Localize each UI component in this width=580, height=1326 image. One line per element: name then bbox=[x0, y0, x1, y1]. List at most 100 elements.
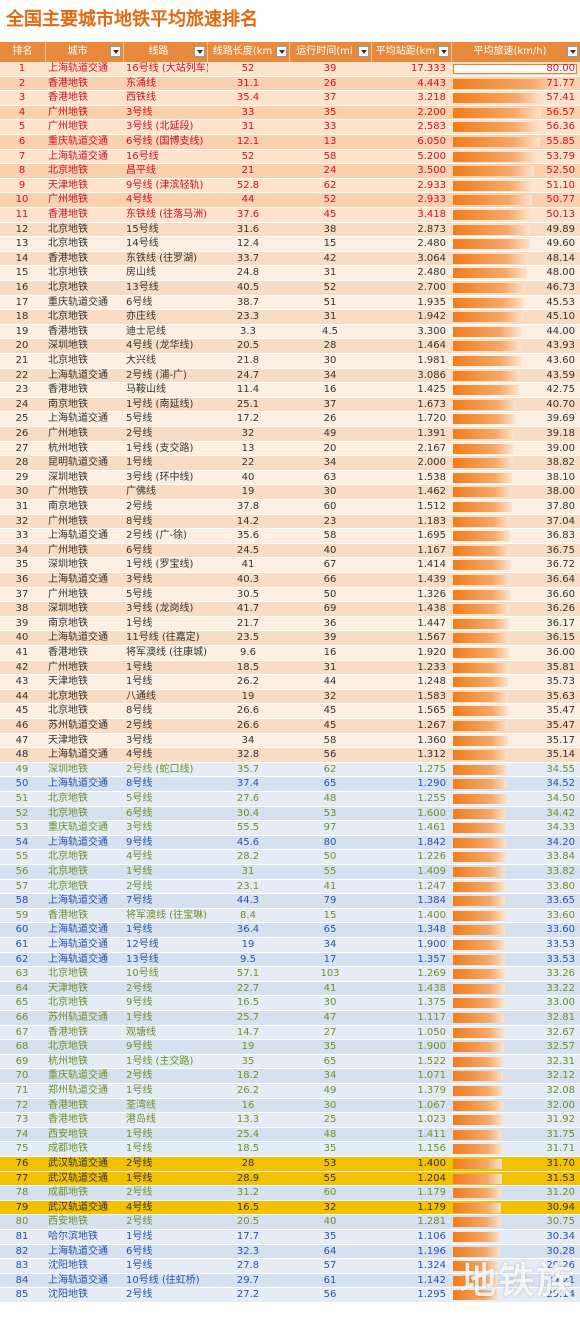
speed-cell: 34.55 bbox=[452, 763, 578, 777]
speed-cell: 52.50 bbox=[452, 164, 578, 178]
rank-cell: 15 bbox=[15, 267, 29, 279]
distance-cell: 1.414 bbox=[417, 559, 446, 571]
speed-bar bbox=[453, 1144, 503, 1155]
speed-bar bbox=[453, 180, 533, 191]
city-cell: 香港地铁 bbox=[48, 1026, 88, 1038]
length-cell: 16.5 bbox=[236, 997, 260, 1009]
city-cell: 香港地铁 bbox=[48, 647, 88, 658]
table-row: 26 广州地铁 2号线 32 49 1.391 39.18 bbox=[0, 427, 580, 442]
watermark-url: www.DRLeZU.com bbox=[483, 1304, 566, 1314]
table-row: 16 北京地铁 13号线 40.5 52 2.700 46.73 bbox=[0, 281, 580, 296]
speed-cell: 35.47 bbox=[452, 719, 578, 733]
speed-bar bbox=[453, 691, 509, 702]
header-dist[interactable]: 平均站距(km bbox=[372, 42, 452, 62]
speed-value: 30.94 bbox=[546, 1201, 575, 1213]
header-city[interactable]: 城市 bbox=[46, 42, 124, 62]
length-cell: 38.7 bbox=[236, 296, 260, 308]
filter-dropdown-icon[interactable] bbox=[194, 46, 205, 57]
line-cell: 东铁线 (往落马洲) bbox=[126, 209, 207, 220]
header-speed[interactable]: 平均旅速(km/h) bbox=[452, 42, 580, 62]
time-cell: 31 bbox=[323, 661, 337, 673]
city-cell: 北京地铁 bbox=[48, 1041, 88, 1053]
time-cell: 45 bbox=[323, 209, 337, 220]
length-cell: 25.4 bbox=[236, 1128, 260, 1140]
speed-cell: 33.53 bbox=[452, 953, 578, 967]
time-cell: 55 bbox=[323, 866, 337, 877]
rank-cell: 84 bbox=[15, 1274, 29, 1286]
table-row: 76 武汉轨道交通 2号线 28 53 1.400 31.70 bbox=[0, 1157, 580, 1172]
line-cell: 9号线 (津滨轻轨) bbox=[126, 179, 204, 191]
filter-dropdown-icon[interactable] bbox=[358, 46, 369, 57]
line-cell: 1号线 bbox=[126, 1012, 153, 1023]
time-cell: 49 bbox=[323, 428, 337, 439]
distance-cell: 1.565 bbox=[417, 705, 446, 717]
length-cell: 31.6 bbox=[236, 223, 260, 235]
rank-cell: 82 bbox=[15, 1245, 29, 1257]
city-cell: 广州地铁 bbox=[48, 121, 88, 133]
line-cell: 八通线 bbox=[126, 690, 156, 702]
distance-cell: 1.071 bbox=[417, 1070, 446, 1082]
line-cell: 5号线 bbox=[126, 793, 153, 804]
speed-cell: 33.60 bbox=[452, 909, 578, 923]
filter-dropdown-icon[interactable] bbox=[438, 46, 449, 57]
time-cell: 66 bbox=[323, 574, 337, 585]
rank-cell: 59 bbox=[15, 909, 29, 921]
table-row: 32 广州地铁 8号线 14.2 23 1.183 37.04 bbox=[0, 514, 580, 530]
rank-cell: 20 bbox=[15, 340, 29, 352]
rank-cell: 62 bbox=[15, 953, 29, 965]
time-cell: 62 bbox=[323, 179, 337, 191]
distance-cell: 1.462 bbox=[417, 486, 446, 498]
table-row: 68 北京地铁 9号线 19 35 1.900 32.57 bbox=[0, 1040, 580, 1055]
time-cell: 58 bbox=[323, 150, 337, 162]
city-cell: 天津地铁 bbox=[48, 734, 88, 746]
length-cell: 19 bbox=[241, 1041, 255, 1053]
distance-cell: 2.480 bbox=[417, 238, 446, 250]
distance-cell: 1.204 bbox=[417, 1172, 446, 1184]
time-cell: 52 bbox=[323, 282, 337, 293]
sort-dropdown-icon[interactable] bbox=[567, 46, 578, 57]
time-cell: 17 bbox=[323, 953, 337, 965]
length-cell: 44 bbox=[241, 194, 255, 206]
rank-cell: 1 bbox=[18, 63, 26, 74]
line-cell: 8号线 bbox=[126, 515, 153, 527]
distance-cell: 5.200 bbox=[417, 150, 446, 162]
filter-dropdown-icon[interactable] bbox=[110, 46, 121, 57]
header-line[interactable]: 线路 bbox=[124, 42, 208, 62]
speed-bar bbox=[453, 808, 507, 819]
table-row: 21 北京地铁 大兴线 21.8 30 1.981 43.60 bbox=[0, 354, 580, 369]
length-cell: 28.2 bbox=[236, 851, 260, 863]
speed-cell: 39.69 bbox=[452, 412, 578, 426]
speed-cell: 36.15 bbox=[452, 631, 578, 645]
filter-dropdown-icon[interactable] bbox=[276, 46, 287, 57]
line-cell: 3号线 bbox=[126, 822, 153, 834]
speed-cell: 36.17 bbox=[452, 617, 578, 631]
rank-cell: 49 bbox=[15, 763, 29, 775]
speed-bar bbox=[453, 239, 530, 250]
table-row: 79 武汉轨道交通 4号线 16.5 32 1.179 30.94 bbox=[0, 1200, 580, 1216]
speed-bar bbox=[453, 633, 509, 644]
speed-cell: 32.67 bbox=[452, 1026, 578, 1040]
table-row: 49 深圳地铁 2号线 (蛇口线) 35.7 62 1.275 34.55 bbox=[0, 762, 580, 778]
time-cell: 28 bbox=[323, 340, 337, 352]
header-time[interactable]: 运行时间(mi bbox=[290, 42, 372, 62]
rank-cell: 85 bbox=[15, 1289, 29, 1301]
length-cell: 27.2 bbox=[236, 1289, 260, 1301]
header-length[interactable]: 线路长度(km bbox=[208, 42, 290, 62]
line-cell: 6号线 bbox=[126, 296, 153, 308]
line-cell: 1号线 (南延线) bbox=[126, 398, 194, 410]
city-cell: 天津地铁 bbox=[48, 179, 88, 191]
length-cell: 41 bbox=[241, 559, 255, 571]
table-row: 13 北京地铁 14号线 12.4 15 2.480 49.60 bbox=[0, 237, 580, 252]
city-cell: 天津地铁 bbox=[48, 982, 88, 994]
line-cell: 亦庄线 bbox=[126, 311, 156, 323]
rank-cell: 34 bbox=[15, 544, 29, 556]
time-cell: 25 bbox=[323, 1114, 337, 1126]
city-cell: 广州地铁 bbox=[48, 106, 88, 118]
speed-cell: 34.42 bbox=[452, 807, 578, 821]
time-cell: 49 bbox=[323, 1085, 337, 1096]
time-cell: 62 bbox=[323, 763, 337, 775]
speed-value: 56.36 bbox=[546, 121, 575, 133]
time-cell: 65 bbox=[323, 778, 337, 790]
speed-cell: 53.79 bbox=[452, 150, 578, 164]
table-row: 15 北京地铁 房山线 24.8 31 2.480 48.00 bbox=[0, 266, 580, 281]
